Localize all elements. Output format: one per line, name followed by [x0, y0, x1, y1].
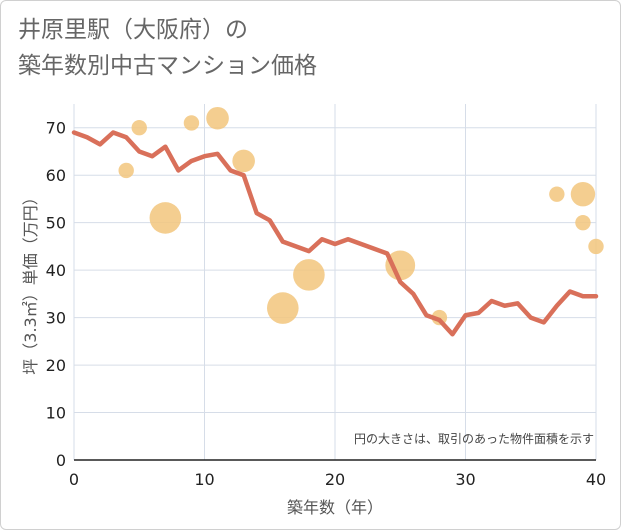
x-tick-label: 40 — [586, 470, 606, 489]
price-line — [71, 130, 599, 337]
chart-title: 井原里駅（大阪府）の 築年数別中古マンション価格 — [18, 17, 317, 79]
bubble-size-note: 円の大きさは、取引のあった物件面積を示す — [354, 431, 594, 446]
y-tick-label: 60 — [46, 166, 66, 185]
bubble-point — [118, 162, 134, 179]
bubble-point — [570, 181, 596, 207]
x-tick-label: 20 — [325, 470, 345, 489]
x-tick-label: 10 — [194, 470, 214, 489]
bubble-point — [206, 106, 229, 130]
bubble-point — [385, 250, 416, 281]
x-axis-label: 築年数（年） — [287, 498, 383, 517]
bubble-point — [588, 238, 604, 255]
tick-labels: 0 10 20 30 40 50 60 70 0 10 20 30 40 — [46, 119, 607, 489]
y-axis-label: 坪（3.3㎡）単価（万円） — [21, 189, 40, 374]
y-tick-label: 30 — [46, 309, 66, 328]
bubble-point — [549, 186, 565, 202]
x-tick-label: 30 — [455, 470, 475, 489]
x-tick-label: 0 — [69, 470, 79, 489]
y-tick-label: 20 — [46, 356, 66, 375]
y-tick-label: 70 — [46, 119, 66, 138]
y-tick-label: 50 — [46, 214, 66, 233]
bubble-point — [149, 202, 182, 234]
y-tick-label: 10 — [46, 404, 66, 423]
bubble-point — [131, 120, 147, 136]
bubble-point — [575, 214, 591, 231]
line-layer — [71, 130, 599, 337]
bubble-point — [183, 115, 200, 131]
bubble-layer — [118, 106, 604, 326]
y-tick-label: 40 — [46, 261, 66, 280]
y-tick-label: 0 — [56, 451, 66, 470]
bubble-point — [267, 292, 299, 324]
bubble-point — [293, 259, 325, 291]
bubble-point — [232, 149, 255, 173]
